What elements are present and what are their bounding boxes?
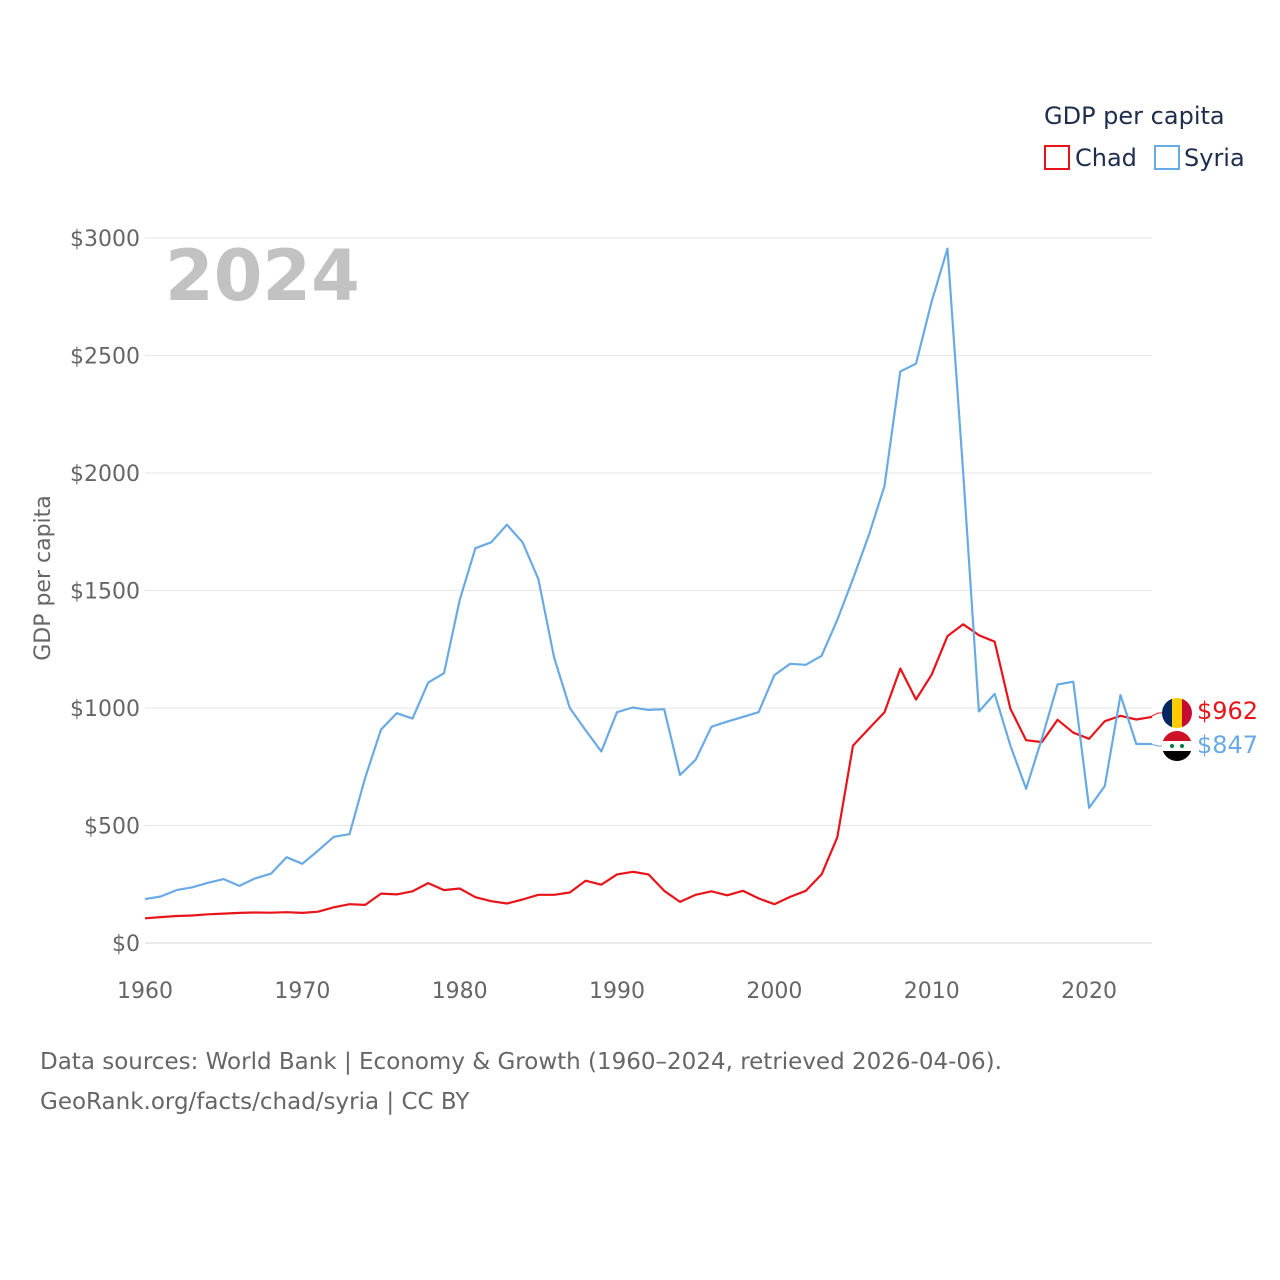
y-tick-label: $3000	[70, 227, 140, 252]
year-label: 2024	[165, 235, 360, 317]
legend-item-syria[interactable]: Syria	[1154, 144, 1245, 172]
legend: GDP per capita Chad Syria	[1044, 102, 1245, 172]
end-label-syria: $847	[1197, 731, 1258, 759]
x-tick-label: 1960	[117, 979, 173, 1004]
legend-label-chad: Chad	[1075, 144, 1137, 172]
legend-title: GDP per capita	[1044, 102, 1225, 130]
y-axis-title: GDP per capita	[31, 495, 56, 661]
chad-flag-icon	[1162, 698, 1192, 728]
connector-chad	[1149, 712, 1162, 718]
x-tick-label: 1980	[432, 979, 488, 1004]
connector-syria	[1149, 743, 1162, 747]
series-lines	[144, 247, 1153, 920]
y-tick-label: $500	[84, 815, 140, 840]
data-sources-text: Data sources: World Bank | Economy & Gro…	[40, 1049, 1002, 1075]
series-line-chad	[144, 623, 1153, 920]
legend-swatch-syria	[1154, 145, 1180, 170]
syria-flag-icon	[1162, 731, 1192, 761]
y-tick-label: $0	[112, 932, 140, 957]
y-tick-label: $1000	[70, 697, 140, 722]
y-tick-label: $2500	[70, 345, 140, 370]
x-tick-label: 1990	[589, 979, 645, 1004]
x-tick-label: 2020	[1061, 979, 1117, 1004]
legend-item-chad[interactable]: Chad	[1044, 144, 1137, 172]
legend-label-syria: Syria	[1184, 144, 1245, 172]
x-tick-label: 1970	[274, 979, 330, 1004]
legend-swatch-chad	[1044, 145, 1070, 170]
end-label-chad: $962	[1197, 697, 1258, 725]
y-axis-ticks: $0 $500 $1000 $1500 $2000 $2500 $3000	[70, 227, 140, 957]
x-axis-ticks: 1960 1970 1980 1990 2000 2010 2020	[117, 979, 1117, 1004]
source-link[interactable]: GeoRank.org/facts/chad/syria | CC BY	[40, 1089, 470, 1115]
y-tick-label: $1500	[70, 580, 140, 605]
end-labels: $962 $847	[1149, 697, 1258, 761]
y-tick-label: $2000	[70, 462, 140, 487]
x-tick-label: 2000	[746, 979, 802, 1004]
series-line-syria	[144, 247, 1152, 901]
gridlines	[145, 237, 1152, 944]
x-tick-label: 2010	[904, 979, 960, 1004]
footer: Data sources: World Bank | Economy & Gro…	[40, 1042, 1002, 1122]
